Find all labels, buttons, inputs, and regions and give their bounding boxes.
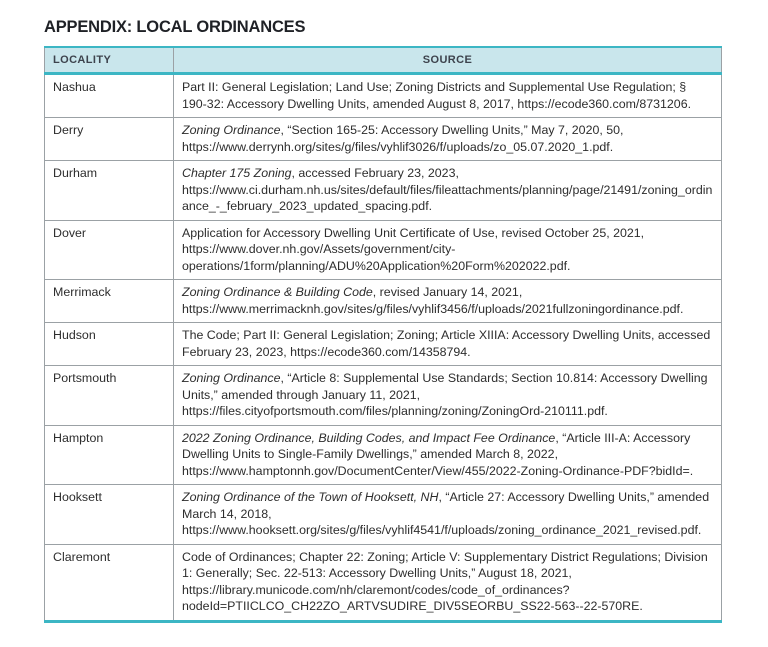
source-text: , “Article III-A: Accessory Dwelling Uni… [182,430,694,478]
table-row: Durham Chapter 175 Zoning, accessed Febru… [44,160,722,221]
source-ordinance-title: Zoning Ordinance & Building Code [182,285,373,299]
source-ordinance-title: Chapter 175 Zoning [182,166,292,180]
locality-cell: Claremont [44,543,174,621]
source-cell: The Code; Part II: General Legislation; … [173,322,722,366]
table-row: Derry Zoning Ordinance, “Section 165-25: … [44,117,722,161]
source-cell: Zoning Ordinance, “Article 8: Supplement… [173,365,722,426]
header-row: LOCALITY SOURCE [44,47,722,75]
table-row: Hooksett Zoning Ordinance of the Town of … [44,484,722,545]
source-text: , “Article 8: Supplemental Use Standards… [182,371,708,418]
source-text: Part II: General Legislation; Land Use; … [182,80,692,111]
source-text: Application for Accessory Dwelling Unit … [182,225,645,273]
source-ordinance-title: 2022 Zoning Ordinance, Building Codes, a… [182,430,556,445]
column-header-source: SOURCE [173,47,722,75]
table-header: LOCALITY SOURCE [44,47,722,75]
locality-cell: Hampton [44,424,174,485]
source-cell: Zoning Ordinance of the Town of Hooksett… [173,484,722,545]
source-cell: Application for Accessory Dwelling Unit … [173,219,722,280]
source-text: Code of Ordinances; Chapter 22: Zoning; … [182,549,708,614]
ordinance-table-body: Nashua Part II: General Legislation; Land… [44,73,722,621]
locality-cell: Portsmouth [44,365,174,426]
table-row: Nashua Part II: General Legislation; Land… [44,73,722,118]
locality-cell: Derry [44,117,174,161]
locality-cell: Dover [44,219,174,280]
table-row: Claremont Code of Ordinances; Chapter 22:… [44,543,722,621]
source-text: , revised January 14, 2021, https://www.… [182,285,684,316]
locality-cell: Durham [44,160,174,221]
source-ordinance-title: Zoning Ordinance of the Town of Hooksett… [182,490,439,504]
source-cell: 2022 Zoning Ordinance, Building Codes, a… [173,424,722,485]
source-text: , accessed February 23, 2023, https://ww… [182,166,713,213]
source-ordinance-title: Zoning Ordinance [182,123,281,137]
source-text: The Code; Part II: General Legislation; … [182,328,711,359]
table-row: Merrimack Zoning Ordinance & Building Cod… [44,279,722,323]
source-ordinance-title: Zoning Ordinance [182,371,281,385]
locality-cell: Hooksett [44,484,174,545]
source-cell: Chapter 175 Zoning, accessed February 23… [173,160,722,221]
table-row: Portsmouth Zoning Ordinance, “Article 8: … [44,365,722,426]
source-cell: Part II: General Legislation; Land Use; … [173,73,722,118]
source-text: , “Article 27: Accessory Dwelling Units,… [182,490,710,537]
table-row: Hudson The Code; Part II: General Legisla… [44,322,722,366]
column-header-locality: LOCALITY [44,47,174,75]
source-text: , “Section 165-25: Accessory Dwelling Un… [182,123,624,154]
local-ordinances-table: LOCALITY SOURCE Nashua Part II: General L… [44,46,722,623]
locality-cell: Hudson [44,322,174,366]
source-cell: Zoning Ordinance, “Section 165-25: Acces… [173,117,722,161]
appendix-title: APPENDIX: LOCAL ORDINANCES [44,18,306,36]
table-row: Dover Application for Accessory Dwelling … [44,219,722,280]
locality-cell: Nashua [44,73,174,118]
table-row: Hampton 2022 Zoning Ordinance, Building C… [44,424,722,485]
source-cell: Zoning Ordinance & Building Code, revise… [173,279,722,323]
source-cell: Code of Ordinances; Chapter 22: Zoning; … [173,543,722,621]
locality-cell: Merrimack [44,279,174,323]
